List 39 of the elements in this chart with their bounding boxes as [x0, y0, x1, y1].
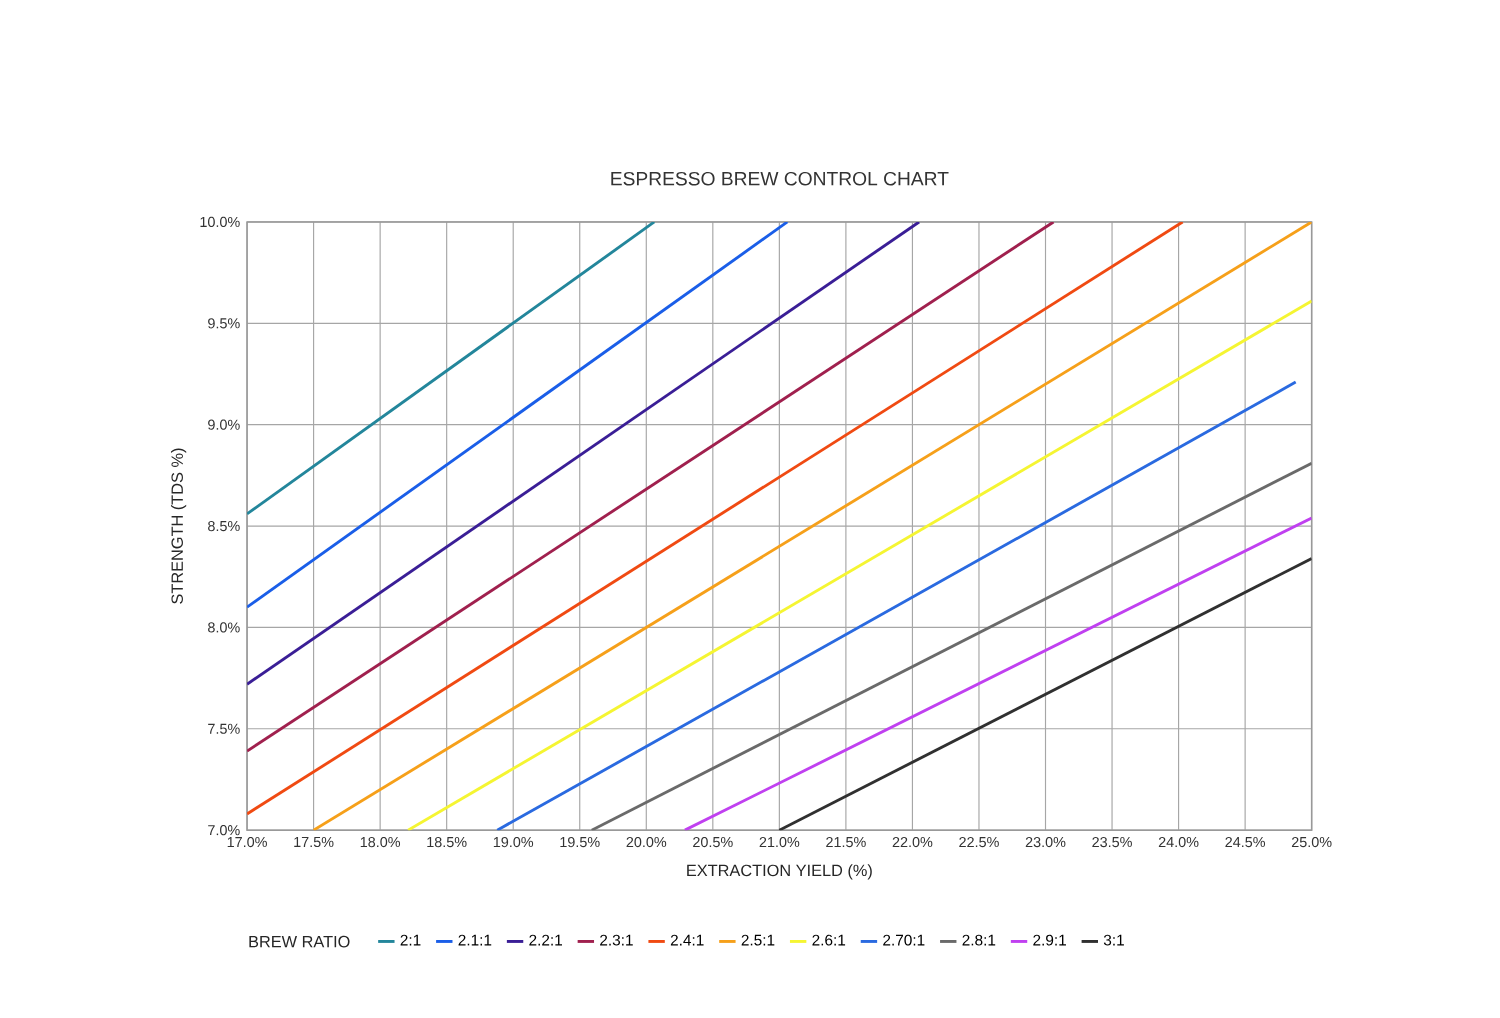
legend-title: BREW RATIO [249, 935, 350, 948]
legend-label: 2.3:1 [600, 934, 633, 946]
x-tick-label: 22.0% [892, 836, 933, 847]
x-tick-label: 23.5% [1092, 836, 1132, 847]
chart-title: ESPRESSO BREW CONTROL CHART [611, 171, 949, 186]
y-tick-label: 9.5% [208, 317, 240, 329]
legend-label: 2.4:1 [670, 934, 704, 946]
y-tick-label: 9.0% [208, 419, 240, 430]
x-tick-label: 17.0% [227, 836, 267, 847]
y-tick-label: 8.5% [208, 520, 240, 531]
legend-label: 2.6:1 [812, 934, 846, 946]
x-tick-label: 24.5% [1225, 836, 1266, 847]
x-tick-label: 19.5% [560, 836, 600, 847]
legend-label: 2.8:1 [962, 934, 996, 946]
y-tick-label: 8.0% [208, 622, 240, 633]
x-tick-label: 18.5% [427, 836, 467, 847]
x-tick-label: 21.5% [826, 836, 866, 847]
y-tick-label: 7.0% [208, 824, 240, 836]
x-tick-label: 21.0% [759, 836, 800, 847]
x-tick-label: 20.5% [693, 836, 733, 847]
legend-label: 2:1 [400, 934, 421, 946]
legend-label: 2.70:1 [883, 934, 925, 946]
x-tick-label: 22.5% [959, 836, 999, 847]
y-tick-label: 10.0% [200, 216, 240, 227]
legend-label: 2.2:1 [529, 934, 562, 946]
x-tick-label: 25.0% [1291, 836, 1332, 847]
legend-label: 3:1 [1103, 934, 1124, 946]
legend-label: 2.9:1 [1033, 934, 1066, 946]
y-tick-label: 7.5% [208, 723, 240, 734]
x-tick-label: 19.0% [493, 836, 534, 847]
legend-label: 2.5:1 [741, 934, 775, 946]
x-tick-label: 24.0% [1158, 836, 1199, 847]
x-axis-title: EXTRACTION YIELD (%) [687, 863, 872, 880]
x-tick-label: 18.0% [360, 836, 401, 847]
legend-label: 2.1:1 [458, 934, 492, 946]
x-tick-label: 20.0% [626, 836, 667, 847]
x-tick-label: 23.0% [1025, 836, 1066, 847]
y-axis-title: STRENGTH (TDS %) [170, 448, 187, 604]
x-tick-label: 17.5% [294, 836, 334, 847]
